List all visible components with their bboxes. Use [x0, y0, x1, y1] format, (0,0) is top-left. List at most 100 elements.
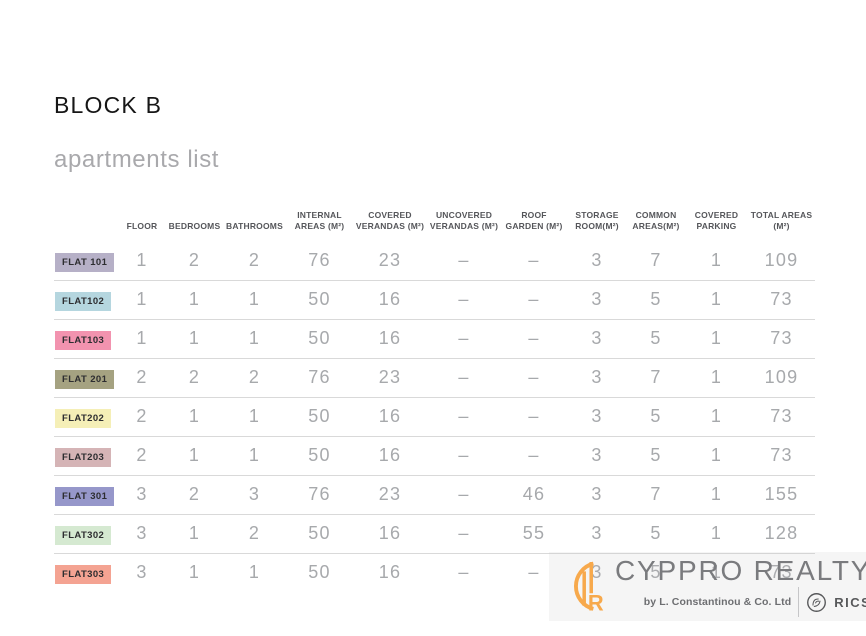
- table-cell: 2: [248, 523, 261, 544]
- table-cell: 1: [248, 289, 261, 310]
- brand-byline: by L. Constantinou & Co. Ltd: [643, 596, 792, 609]
- table-cell: 50: [308, 445, 331, 466]
- table-cell: 16: [378, 523, 402, 544]
- table-cell: 2: [136, 406, 148, 427]
- table-cell: 3: [248, 484, 261, 505]
- table-cell: 16: [378, 445, 402, 466]
- table-cell: 73: [770, 445, 793, 466]
- column-header: ROOF GARDEN (M²): [505, 210, 563, 232]
- table-cell: 2: [188, 367, 201, 388]
- column-header: UNCOVERED VERANDAS (M²): [429, 210, 499, 232]
- table-cell: 109: [764, 367, 799, 388]
- table-cell: 50: [308, 328, 331, 349]
- table-cell: –: [528, 289, 540, 310]
- table-cell: 3: [591, 367, 603, 388]
- table-cell: 109: [764, 250, 799, 271]
- table-cell: 3: [591, 523, 603, 544]
- table-cell: 55: [522, 523, 546, 544]
- header-flat-column: [54, 210, 118, 242]
- table-cell: 23: [378, 250, 402, 271]
- table-cell: –: [458, 562, 470, 583]
- table-cell: –: [458, 523, 470, 544]
- column-header: BEDROOMS: [168, 221, 221, 232]
- table-cell: 2: [248, 250, 261, 271]
- flat-label-cell: FLAT202: [54, 397, 118, 436]
- column-header: COVERED VERANDAS (M²): [355, 210, 425, 232]
- flat-label-cell: FLAT103: [54, 319, 118, 358]
- table-cell: 5: [650, 445, 662, 466]
- table-cell: 1: [710, 406, 723, 427]
- table-cell: 76: [308, 250, 331, 271]
- table-cell: 46: [522, 484, 546, 505]
- column-header: COVERED PARKING: [694, 210, 739, 232]
- table-cell: 50: [308, 289, 331, 310]
- table-cell: –: [528, 250, 540, 271]
- flat-label: FLAT203: [55, 448, 112, 468]
- column-header: TOTAL AREAS (M²): [750, 210, 813, 232]
- flat-label-cell: FLAT203: [54, 436, 118, 475]
- table-cell: –: [458, 289, 470, 310]
- table-cell: 2: [188, 484, 201, 505]
- table-cell: 1: [188, 523, 201, 544]
- table-cell: 2: [136, 445, 148, 466]
- cyppro-logo-icon: R: [573, 561, 604, 615]
- table-row: FLAT 101 1 2 2 76 23 – – 3 7 1 109: [54, 242, 815, 281]
- flat-label: FLAT 201: [55, 370, 115, 390]
- column-header: STORAGE ROOM(M²): [575, 210, 619, 232]
- page-title: BLOCK B: [54, 92, 163, 118]
- table-cell: 1: [188, 406, 201, 427]
- table-cell: 73: [770, 328, 793, 349]
- table-cell: 5: [650, 406, 662, 427]
- table-cell: 5: [650, 289, 662, 310]
- table-cell: –: [528, 445, 540, 466]
- table-cell: 7: [650, 367, 662, 388]
- apartments-table-body: FLAT 101 1 2 2 76 23– –3 7 1 109 FLAT102 1 1 1 50 16– –3…: [54, 242, 815, 592]
- table-row: FLAT 201 2 2 2 76 23 – – 3 7 1 109: [54, 358, 815, 398]
- footer-logo-block: R CYPPRO REALTY by L. Constantinou & Co.…: [549, 552, 866, 621]
- table-cell: 50: [308, 562, 331, 583]
- table-cell: –: [528, 367, 540, 388]
- apartments-table: FLOOR BEDROOMS BATHROOMS INTERNAL AREAS (M²…: [54, 210, 815, 592]
- table-cell: 3: [591, 562, 603, 583]
- table-row: FLAT302 3 1 2 50 16 – 55 3 5 1 128: [54, 514, 815, 554]
- flat-label: FLAT103: [55, 331, 112, 351]
- flat-label: FLAT202: [55, 409, 112, 429]
- table-cell: 23: [378, 484, 402, 505]
- table-header: FLOOR BEDROOMS BATHROOMS INTERNAL AREAS (M²…: [54, 210, 815, 242]
- table-cell: 5: [650, 328, 662, 349]
- table-cell: 1: [248, 445, 261, 466]
- brand-name: CYPPRO REALTY: [615, 554, 866, 586]
- column-header: FLOOR: [126, 221, 158, 232]
- table-cell: 3: [136, 523, 148, 544]
- table-cell: 73: [770, 562, 793, 583]
- table-cell: 1: [188, 445, 201, 466]
- table-cell: 7: [650, 484, 662, 505]
- table-cell: 3: [591, 250, 603, 271]
- table-row: FLAT202 2 1 1 50 16 – – 3 5 1 73: [54, 397, 815, 437]
- table-row: FLAT203 2 1 1 50 16 – – 3 5 1 73: [54, 436, 815, 476]
- table-row: FLAT102 1 1 1 50 16 – – 3 5 1 73: [54, 280, 815, 320]
- svg-text:R: R: [588, 590, 604, 615]
- table-header-row: FLOOR BEDROOMS BATHROOMS INTERNAL AREAS (M²…: [54, 210, 815, 242]
- table-cell: 3: [136, 562, 148, 583]
- rics-label: RICS: [834, 594, 866, 610]
- table-cell: 16: [378, 328, 402, 349]
- table-cell: 3: [591, 328, 603, 349]
- table-cell: 1: [710, 367, 723, 388]
- table-cell: –: [458, 328, 470, 349]
- table-cell: –: [528, 562, 540, 583]
- table-row: FLAT103 1 1 1 50 16 – – 3 5 1 73: [54, 319, 815, 359]
- flat-label-cell: FLAT 101: [54, 242, 118, 281]
- table-cell: 23: [378, 367, 402, 388]
- table-cell: 1: [188, 328, 201, 349]
- table-cell: –: [458, 250, 470, 271]
- table-cell: 16: [378, 562, 402, 583]
- table-cell: 155: [764, 484, 799, 505]
- table-cell: 128: [764, 523, 799, 544]
- table-cell: 1: [248, 562, 261, 583]
- table-cell: 1: [136, 250, 148, 271]
- table-cell: 73: [770, 406, 793, 427]
- flat-label: FLAT 301: [55, 487, 115, 507]
- flat-label-cell: FLAT302: [54, 514, 118, 553]
- table-cell: 2: [248, 367, 261, 388]
